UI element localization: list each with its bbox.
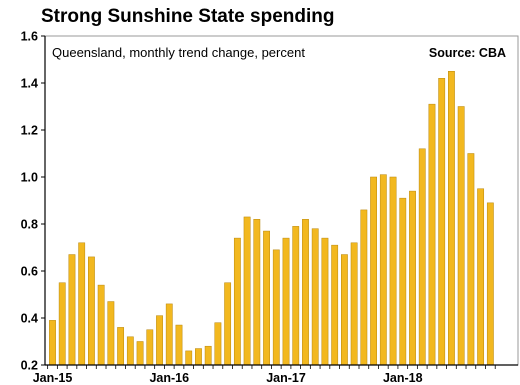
bar-Jan-18 (399, 197, 407, 366)
bar-Feb-16 (175, 324, 183, 366)
bar-Nov-17 (379, 174, 387, 366)
chart-source: Source: CBA (429, 46, 506, 60)
bar-Mar-18 (418, 148, 426, 366)
y-tick-label: 0.4 (21, 312, 38, 326)
bar-Sep-17 (360, 209, 368, 366)
x-tick-label: Jan-18 (383, 371, 423, 385)
bar-Jun-15 (97, 284, 105, 366)
bar-Jan-17 (282, 237, 290, 366)
bar-Dec-16 (272, 249, 280, 366)
bar-Oct-18 (486, 202, 494, 366)
bar-May-16 (204, 345, 212, 366)
bar-Feb-15 (58, 282, 66, 366)
bar-Jan-16 (165, 303, 173, 366)
y-tick-label: 1.6 (21, 30, 38, 44)
bar-Jul-17 (341, 254, 348, 366)
bar-Jan-15 (49, 320, 56, 366)
chart-subtitle: Queensland, monthly trend change, percen… (52, 45, 305, 60)
y-tick-label: 0.8 (21, 218, 38, 232)
x-tick-label: Jan-15 (33, 371, 73, 385)
x-tick-label: Jan-16 (149, 371, 189, 385)
bar-Sep-16 (243, 216, 251, 366)
bar-Sep-18 (477, 188, 485, 366)
y-tick-label: 0.6 (21, 265, 38, 279)
bar-Feb-18 (409, 190, 416, 366)
bar-Aug-16 (233, 237, 241, 366)
plot-border (44, 35, 519, 366)
bar-Mar-16 (185, 350, 193, 366)
bar-Apr-15 (78, 242, 86, 366)
y-tick-label: 1.4 (21, 77, 38, 91)
bar-Dec-15 (156, 315, 163, 366)
bar-May-15 (88, 256, 95, 366)
bar-Nov-15 (146, 329, 154, 366)
bar-Sep-15 (126, 336, 134, 366)
bar-Oct-15 (136, 341, 144, 366)
bar-Jun-18 (448, 71, 455, 366)
bar-Apr-17 (311, 228, 319, 366)
bar-Jul-15 (107, 301, 115, 366)
x-tick-label: Jan-17 (266, 371, 306, 385)
y-tick-label: 0.2 (21, 359, 38, 373)
bar-Jul-16 (224, 282, 232, 366)
bar-Aug-17 (350, 242, 358, 366)
bar-Aug-18 (467, 153, 475, 366)
y-tick-label: 1.0 (21, 171, 38, 185)
bar-Oct-17 (370, 176, 377, 366)
bar-Apr-18 (428, 103, 436, 366)
bar-Aug-15 (117, 327, 125, 366)
bars (49, 71, 494, 366)
bar-Jun-16 (214, 322, 222, 366)
bar-Jun-17 (331, 244, 339, 366)
chart-title: Strong Sunshine State spending (41, 6, 335, 27)
bar-Apr-16 (195, 348, 202, 366)
bar-Feb-17 (292, 226, 300, 366)
bar-May-18 (438, 78, 446, 366)
bar-Mar-17 (302, 219, 309, 366)
bar-Jul-18 (457, 106, 465, 366)
bar-May-17 (321, 237, 329, 366)
bar-Oct-16 (253, 219, 261, 366)
y-tick-label: 1.2 (21, 124, 38, 138)
bar-Mar-15 (68, 254, 76, 366)
bar-Dec-17 (389, 176, 397, 366)
bar-Nov-16 (263, 230, 270, 366)
